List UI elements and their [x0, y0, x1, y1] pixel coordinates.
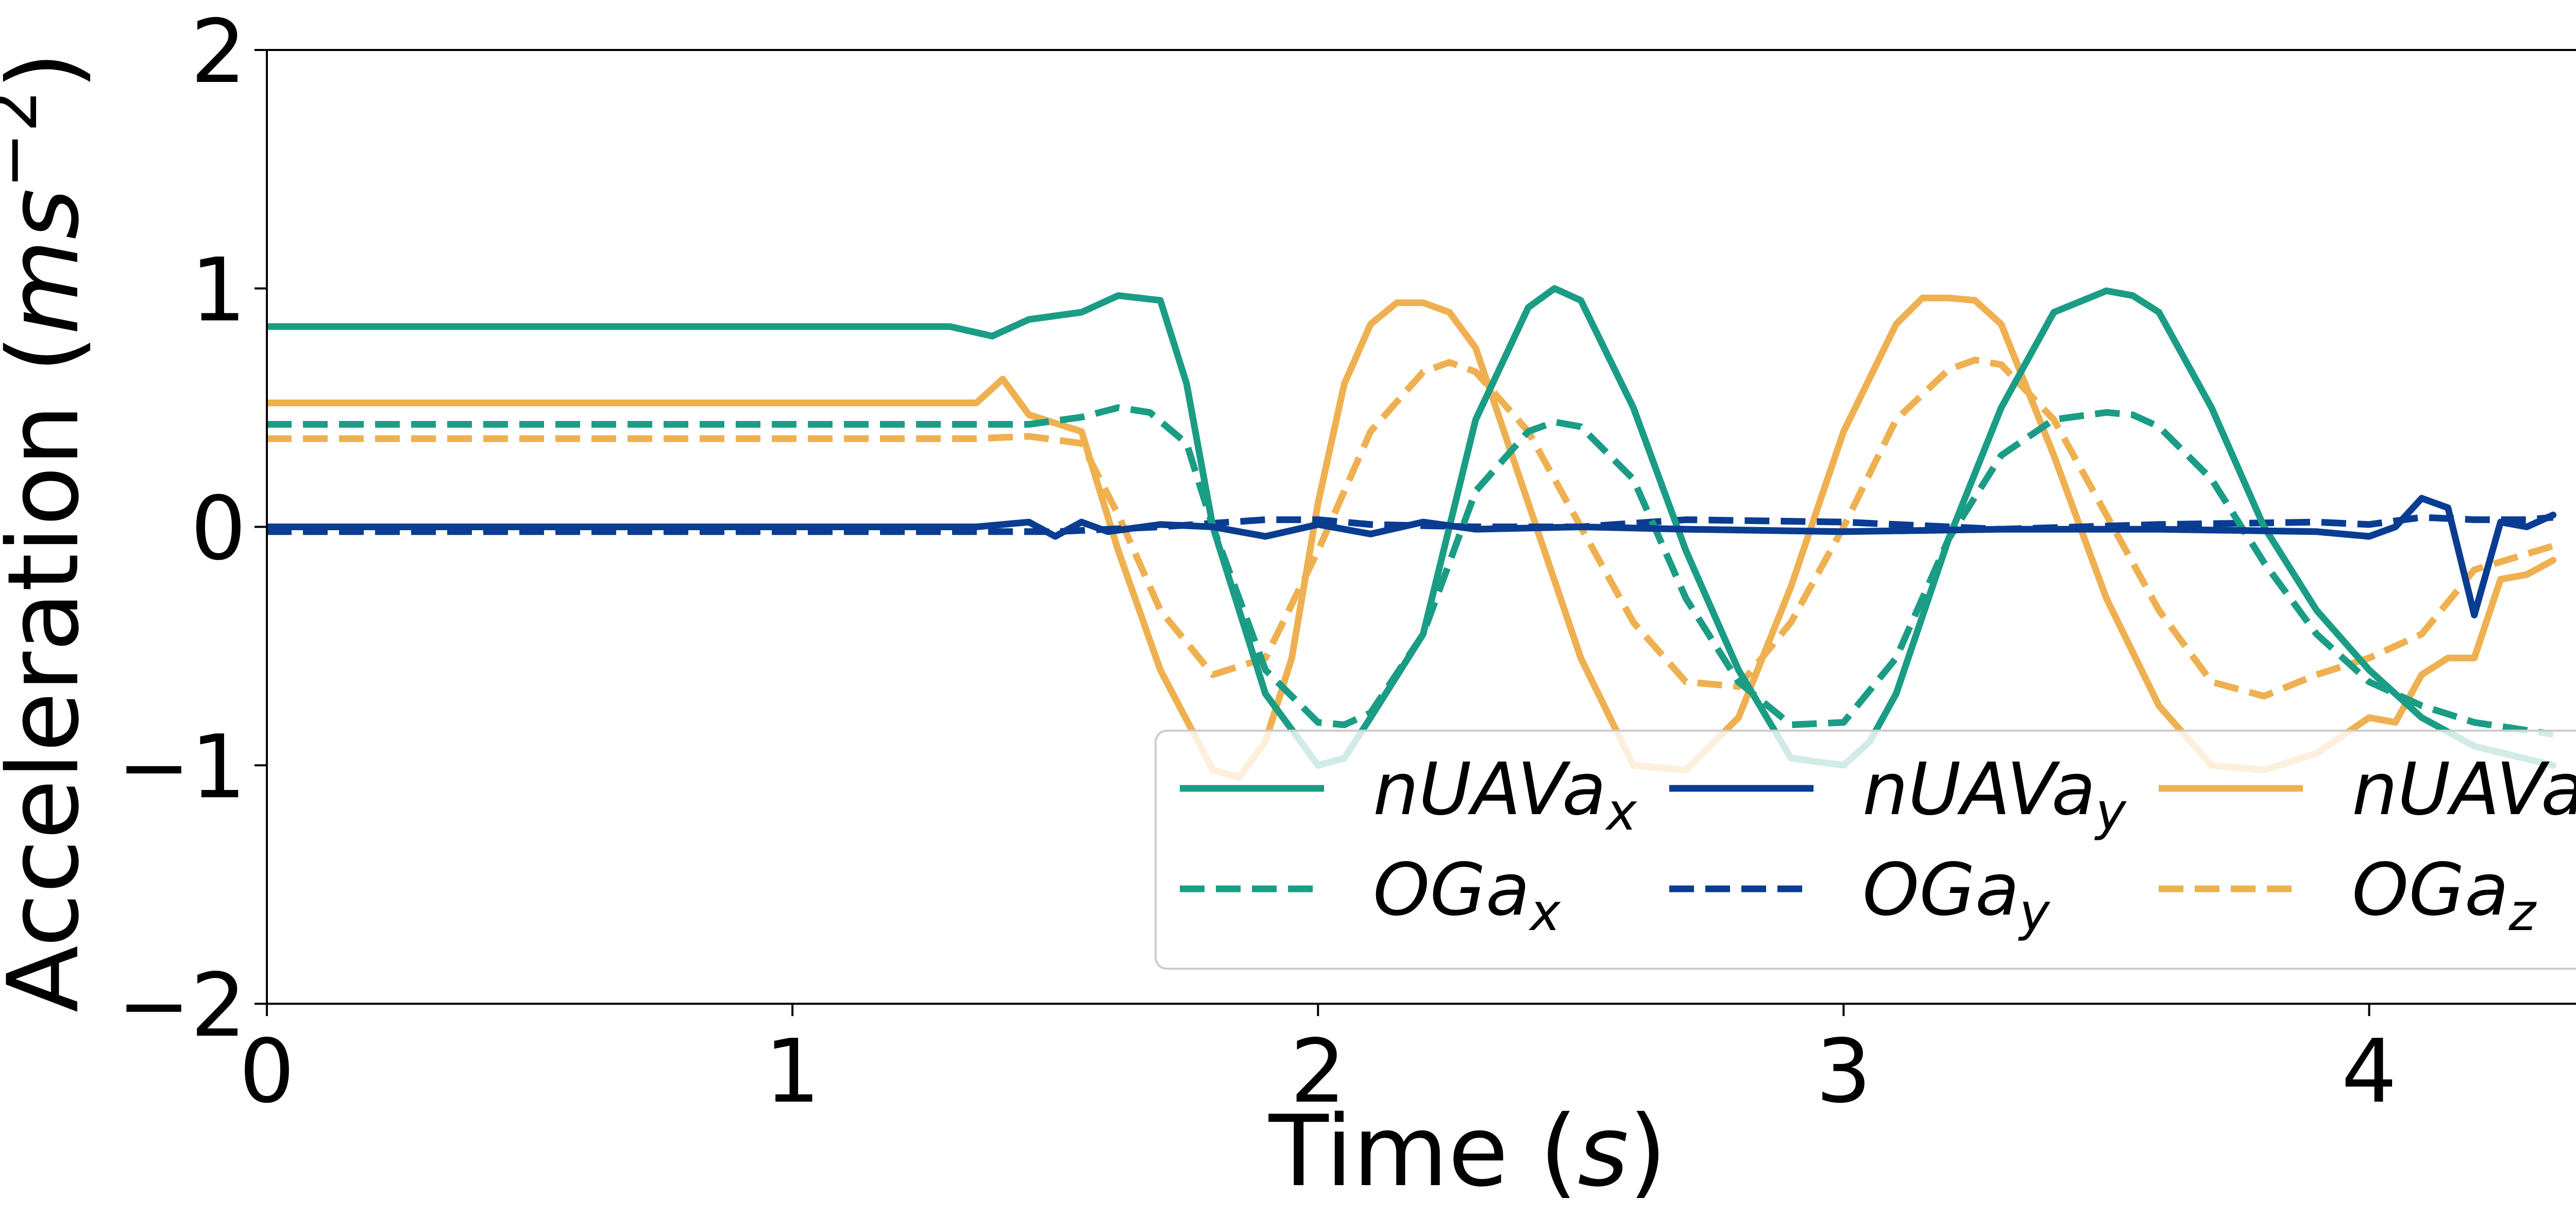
- x-tick-label: 3: [1816, 1021, 1871, 1123]
- series-line-oga-z: [267, 357, 2554, 700]
- x-tick-label: 4: [2341, 1021, 2397, 1123]
- series-line-oga-y: [267, 514, 2554, 535]
- x-axis-ticks: 0 1 2 3 4: [239, 1004, 2397, 1123]
- x-tick-label: 1: [765, 1021, 820, 1123]
- series-lines: [267, 285, 2557, 781]
- legend-label-nuava-y: nUAVay: [1862, 748, 2127, 842]
- legend-label-oga-x: OGax: [1373, 848, 1561, 942]
- y-tick-label: 2: [191, 1, 246, 103]
- series-line-nuava-z: [267, 294, 2557, 781]
- legend-label-oga-y: OGay: [1862, 848, 2050, 942]
- y-axis-ticks: 2 1 0 −1 −2: [117, 1, 267, 1057]
- y-tick-label: −2: [117, 955, 246, 1057]
- y-tick-label: −1: [117, 716, 246, 818]
- y-axis-label: Acceleration (ms−2): [0, 52, 100, 1012]
- series-line-nuava-y: [267, 495, 2557, 619]
- legend-label-nuava-z: nUAVaz: [2352, 748, 2576, 842]
- y-tick-label: 0: [191, 478, 246, 580]
- x-axis-label: Time (s): [1268, 1094, 1667, 1208]
- x-tick-label: 2: [1290, 1021, 1346, 1123]
- series-line-nuava-x: [267, 285, 2557, 769]
- legend-label-oga-z: OGaz: [2352, 848, 2537, 942]
- y-tick-label: 1: [191, 240, 246, 342]
- series-line-oga-x: [267, 404, 2554, 738]
- x-tick-label: 0: [239, 1021, 295, 1123]
- legend-label-nuava-x: nUAVax: [1373, 748, 1638, 842]
